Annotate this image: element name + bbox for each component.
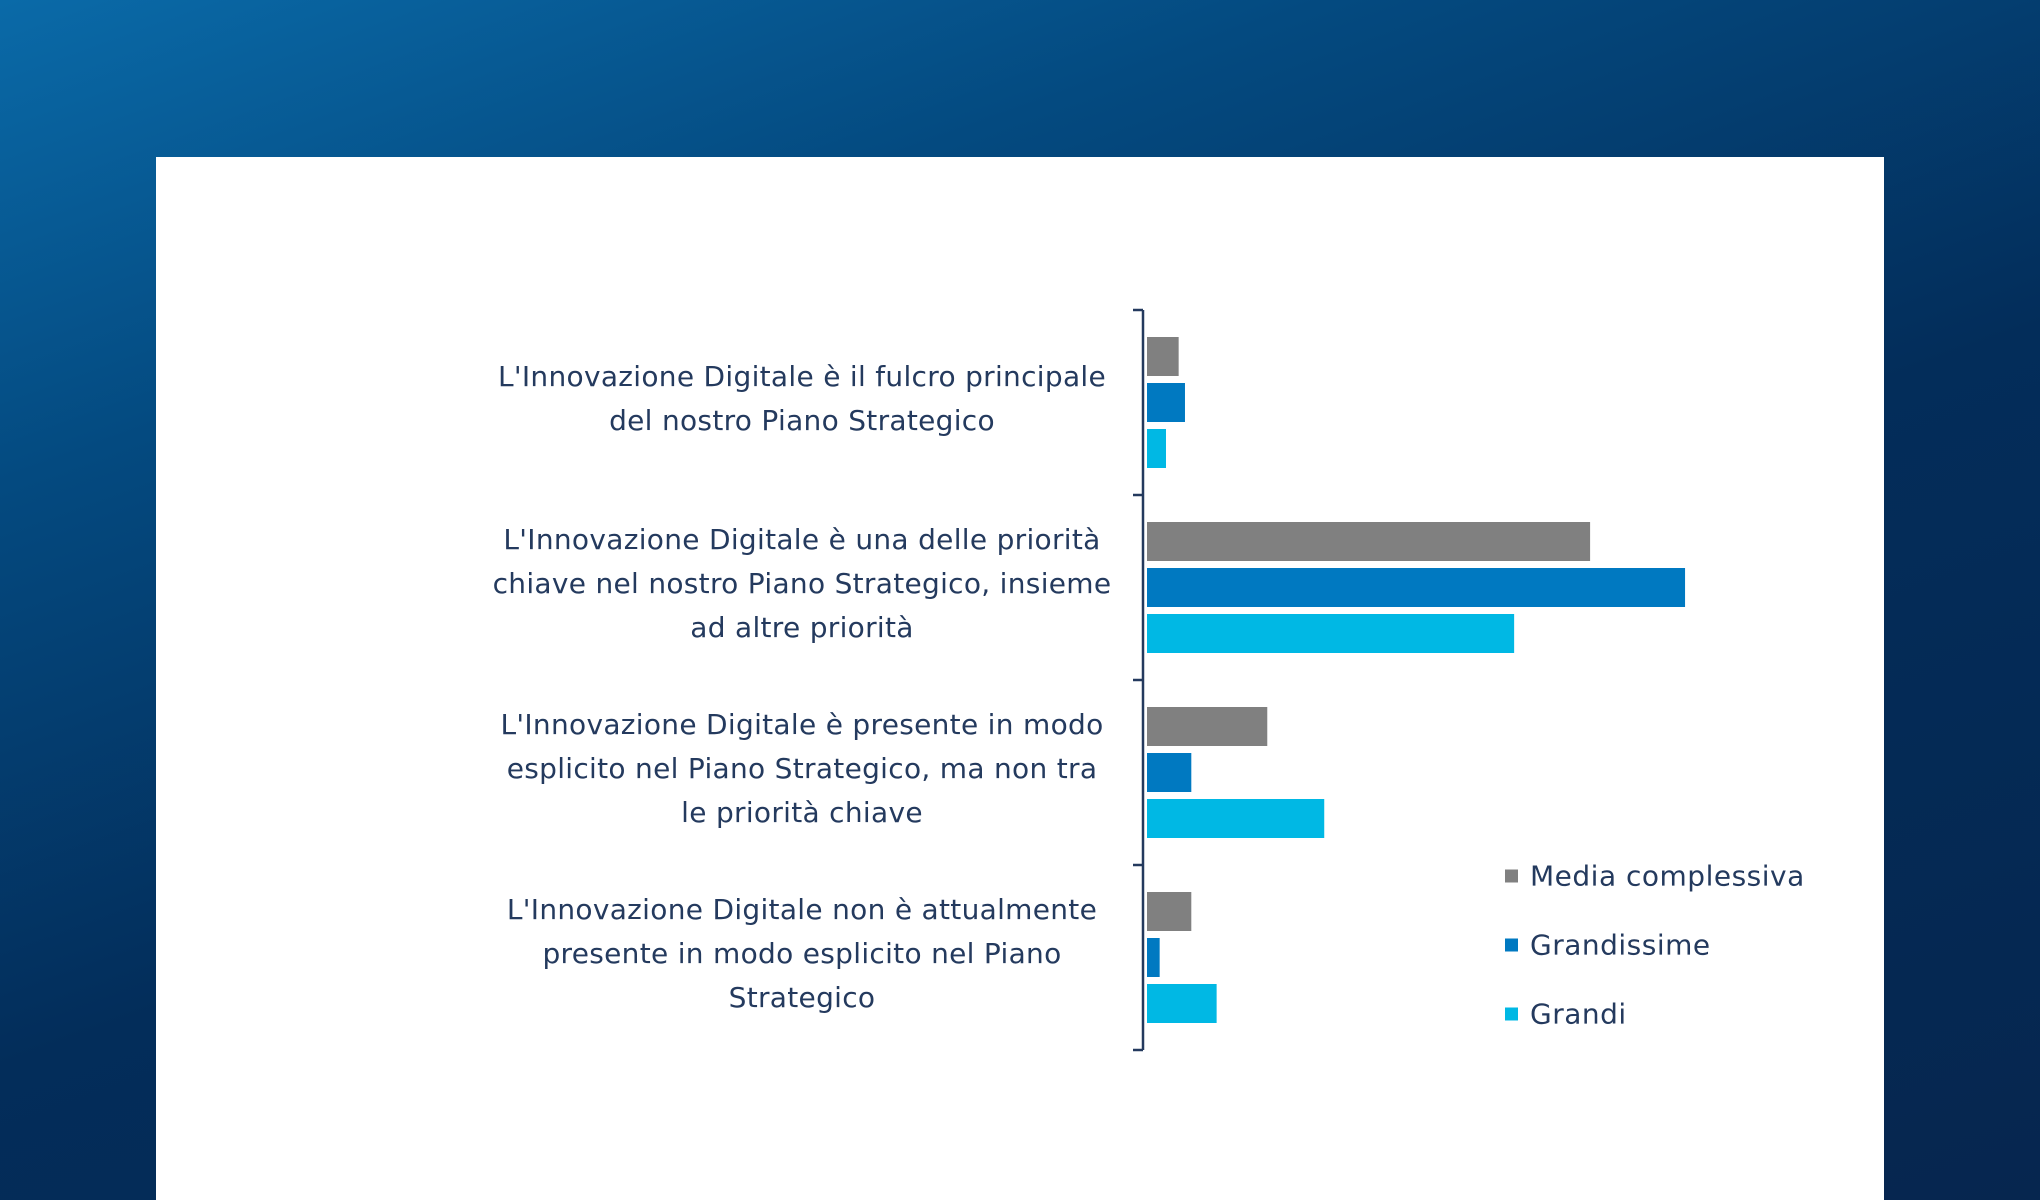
category-label: L'Innovazione Digitale è una delle prior…: [492, 522, 1112, 644]
bar-grandi: [1147, 429, 1166, 468]
category-label: L'Innovazione Digitale è il fulcro princ…: [497, 359, 1107, 437]
category-label: L'Innovazione Digitale non è attualmente…: [506, 892, 1098, 1014]
bar-grandissime: [1147, 568, 1686, 607]
legend-item: Grandi: [1505, 998, 1627, 1031]
bar-grandi: [1147, 984, 1217, 1023]
category-label: L'Innovazione Digitale è presente in mod…: [500, 707, 1104, 829]
legend-swatch: [1505, 1007, 1518, 1021]
bar-grandissime: [1147, 938, 1160, 977]
bar-grandissime: [1147, 753, 1192, 792]
bar-media-complessiva: [1147, 707, 1268, 746]
legend-label: Grandi: [1530, 997, 1627, 1031]
bar-grandi: [1147, 799, 1325, 838]
legend-swatch: [1505, 938, 1518, 952]
bar-media-complessiva: [1147, 337, 1179, 376]
legend-item: Media complessiva: [1505, 860, 1805, 893]
legend-item: Grandissime: [1505, 929, 1711, 962]
bar-grandi: [1147, 614, 1515, 653]
bar-media-complessiva: [1147, 522, 1591, 561]
bar-grandissime: [1147, 383, 1185, 422]
bar-media-complessiva: [1147, 892, 1192, 931]
content-panel: [156, 157, 1884, 1200]
legend-label: Grandissime: [1530, 928, 1711, 962]
legend-label: Media complessiva: [1530, 859, 1805, 893]
legend-swatch: [1505, 869, 1518, 883]
